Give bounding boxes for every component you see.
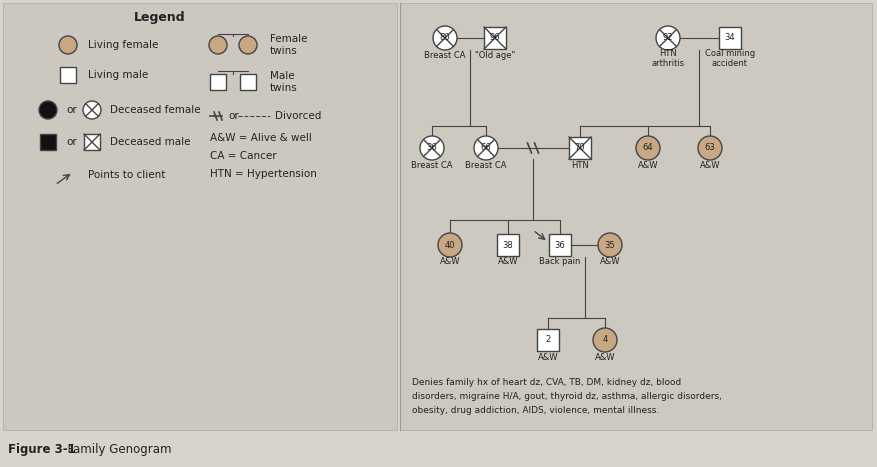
- Text: Family Genogram: Family Genogram: [60, 444, 171, 457]
- Text: Back pain: Back pain: [538, 257, 580, 267]
- Text: HTN: HTN: [659, 50, 676, 58]
- Text: Deceased male: Deceased male: [110, 137, 190, 147]
- Text: A&W: A&W: [439, 257, 460, 267]
- FancyBboxPatch shape: [400, 3, 871, 430]
- Text: Breast CA: Breast CA: [424, 51, 465, 61]
- Text: Male
twins: Male twins: [270, 71, 297, 93]
- Text: Coal mining: Coal mining: [704, 50, 754, 58]
- Text: A&W: A&W: [599, 257, 619, 267]
- Text: or: or: [66, 137, 76, 147]
- FancyBboxPatch shape: [483, 27, 505, 49]
- Circle shape: [438, 233, 461, 257]
- Text: 70: 70: [574, 143, 585, 153]
- FancyBboxPatch shape: [548, 234, 570, 256]
- FancyBboxPatch shape: [496, 234, 518, 256]
- Text: disorders, migraine H/A, gout, thyroid dz, asthma, allergic disorders,: disorders, migraine H/A, gout, thyroid d…: [411, 392, 721, 401]
- Text: A&W: A&W: [594, 353, 615, 361]
- Text: 2: 2: [545, 335, 550, 345]
- Text: Living female: Living female: [88, 40, 158, 50]
- FancyBboxPatch shape: [210, 74, 225, 90]
- Text: Figure 3-1: Figure 3-1: [8, 444, 75, 457]
- FancyBboxPatch shape: [568, 137, 590, 159]
- Text: 66: 66: [480, 143, 491, 153]
- FancyBboxPatch shape: [3, 3, 396, 430]
- Text: arthritis: arthritis: [651, 58, 684, 68]
- Circle shape: [697, 136, 721, 160]
- FancyBboxPatch shape: [60, 67, 76, 83]
- Text: Breast CA: Breast CA: [465, 161, 506, 170]
- FancyBboxPatch shape: [84, 134, 100, 150]
- Text: or: or: [66, 105, 76, 115]
- Text: A&W: A&W: [497, 257, 517, 267]
- FancyBboxPatch shape: [718, 27, 740, 49]
- Text: Points to client: Points to client: [88, 170, 165, 180]
- FancyBboxPatch shape: [40, 134, 56, 150]
- Text: 35: 35: [604, 241, 615, 249]
- Circle shape: [474, 136, 497, 160]
- Text: A&W: A&W: [699, 161, 719, 170]
- Text: or: or: [228, 111, 239, 121]
- Circle shape: [239, 36, 257, 54]
- Text: 63: 63: [704, 143, 715, 153]
- Text: HTN = Hypertension: HTN = Hypertension: [210, 169, 317, 179]
- Text: "Old age": "Old age": [474, 51, 515, 61]
- Text: 36: 36: [554, 241, 565, 249]
- Circle shape: [59, 36, 77, 54]
- Text: 34: 34: [724, 34, 734, 42]
- Text: A&W: A&W: [537, 353, 558, 361]
- FancyBboxPatch shape: [239, 74, 256, 90]
- Text: obesity, drug addiction, AIDS, violence, mental illness.: obesity, drug addiction, AIDS, violence,…: [411, 406, 659, 415]
- Text: Deceased female: Deceased female: [110, 105, 201, 115]
- FancyBboxPatch shape: [537, 329, 559, 351]
- Text: Denies family hx of heart dz, CVA, TB, DM, kidney dz, blood: Denies family hx of heart dz, CVA, TB, D…: [411, 378, 681, 387]
- Text: Divorced: Divorced: [275, 111, 321, 121]
- Text: A&W = Alive & well: A&W = Alive & well: [210, 133, 311, 143]
- Circle shape: [432, 26, 457, 50]
- Circle shape: [655, 26, 679, 50]
- Circle shape: [597, 233, 621, 257]
- Text: 92: 92: [662, 34, 673, 42]
- Text: 64: 64: [642, 143, 652, 153]
- Text: 40: 40: [445, 241, 455, 249]
- Text: HTN: HTN: [570, 161, 588, 170]
- Text: 96: 96: [489, 34, 500, 42]
- Text: 4: 4: [602, 335, 607, 345]
- Circle shape: [635, 136, 660, 160]
- Text: Living male: Living male: [88, 70, 148, 80]
- Circle shape: [592, 328, 617, 352]
- Text: accident: accident: [711, 58, 747, 68]
- Text: Breast CA: Breast CA: [410, 161, 453, 170]
- Circle shape: [209, 36, 227, 54]
- Text: Legend: Legend: [134, 12, 186, 24]
- Circle shape: [419, 136, 444, 160]
- Text: CA = Cancer: CA = Cancer: [210, 151, 276, 161]
- Circle shape: [39, 101, 57, 119]
- Text: A&W: A&W: [637, 161, 658, 170]
- Text: 38: 38: [502, 241, 513, 249]
- Circle shape: [83, 101, 101, 119]
- Text: 36: 36: [426, 143, 437, 153]
- Text: 80: 80: [439, 34, 450, 42]
- Text: Female
twins: Female twins: [270, 34, 307, 56]
